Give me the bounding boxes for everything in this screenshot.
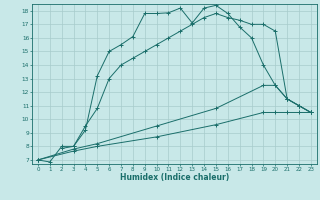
X-axis label: Humidex (Indice chaleur): Humidex (Indice chaleur)	[120, 173, 229, 182]
